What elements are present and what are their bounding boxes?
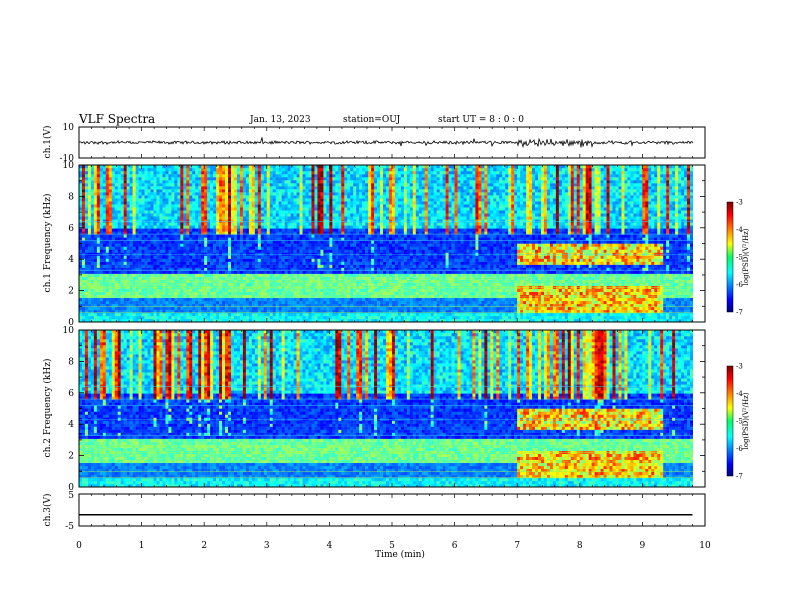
ch1-freq-ylabel-text: ch.1 Frequency (kHz) [42,194,53,293]
ch3-ylabel: ch.3(V) [42,494,53,527]
freq-tick-label: 0 [68,483,74,493]
ch2-frequency-ticks: 0 2 4 6 8 10 [63,326,705,493]
time-tick-label: 4 [327,541,333,551]
time-tick-label: 7 [514,541,520,551]
freq-tick-label: 2 [68,287,74,297]
ch3-ytick-bottom: -5 [65,522,74,532]
freq-tick-label: 6 [68,389,74,399]
freq-tick-label: 2 [68,452,74,462]
colorbar-tick-label: -3 [736,363,743,371]
colorbar-tick-label: -5 [736,254,743,262]
colorbar-tick-label: -5 [736,418,743,426]
freq-tick-label: 10 [63,326,75,336]
ch1-ylabel: ch.1(V) [42,126,53,159]
colorbar-tick-label: -7 [736,309,743,317]
ch1-colorbar-label: log(PSD)(V²/Hz) [742,228,750,285]
time-tick-label: 9 [640,541,646,551]
freq-tick-label: 8 [68,192,74,202]
ch2-freq-ylabel: ch.2 Frequency (kHz) [42,359,53,458]
ch2-colorbar-gradient [726,365,734,477]
freq-tick-label: 0 [68,318,74,328]
figure-title: VLF Spectra [78,112,155,126]
time-tick-label: 1 [139,541,145,551]
ch1-freq-ylabel: ch.1 Frequency (kHz) [42,194,53,293]
ch2-colorbar-label: log(PSD)(V²/Hz) [742,392,750,449]
ch1-ytick-bottom: -10 [60,154,75,164]
colorbar-tick-label: -4 [736,226,743,234]
colorbar-tick-label: -7 [736,473,743,481]
ch3-ytick-top: 5 [68,491,74,501]
ch1-colorbar-gradient [726,201,734,313]
ch1-waveform-trace [78,137,694,149]
colorbar-tick-label: -3 [736,199,743,207]
colorbar-tick-label: -6 [736,281,743,289]
date-label: Jan. 13, 2023 [249,115,311,125]
ch1-waveform-line [78,137,694,149]
ch1-frequency-ticks: 0 2 4 6 8 10 [63,161,705,328]
time-axis-ticks [78,127,706,526]
colorbar-tick-label: -4 [736,390,743,398]
ch3-frame [78,493,706,527]
ch2-freq-ylabel-text: ch.2 Frequency (kHz) [42,359,53,458]
time-axis-tick-labels: 0 1 2 3 4 5 6 7 8 9 10 [76,541,711,551]
freq-tick-label: 8 [68,357,74,367]
ch1-spectrogram-panel: 0 2 4 6 8 10 ch.1 Frequency (kHz) -3 -4 -5 -6 -7 … [42,161,750,328]
freq-tick-label: 10 [63,161,75,171]
ch2-spectrogram-image [79,330,705,488]
freq-tick-label: 4 [68,255,74,265]
time-tick-label: 2 [201,541,207,551]
time-tick-label: 3 [264,541,270,551]
ch1-ytick-top: 10 [63,123,75,133]
colorbar-tick-label: -6 [736,445,743,453]
ch1-spectrogram-image [79,165,705,323]
time-tick-label: 5 [389,541,395,551]
time-axis-label: Time (min) [375,549,425,560]
freq-tick-label: 4 [68,420,74,430]
time-tick-label: 8 [577,541,583,551]
ch2-colorbar: -3 -4 -5 -6 -7 log(PSD)(V²/Hz) [726,363,750,481]
ch2-spectrogram-panel: 0 2 4 6 8 10 ch.2 Frequency (kHz) -3 -4 -5 -6 -7 … [42,326,750,493]
time-tick-label: 0 [76,541,82,551]
ch1-colorbar: -3 -4 -5 -6 -7 log(PSD)(V²/Hz) [726,199,750,317]
time-tick-label: 6 [452,541,458,551]
time-tick-label: 10 [699,541,711,551]
ch2-colorbar-ticks: -3 -4 -5 -6 -7 [736,363,743,481]
start-time-label: start UT = 8 : 0 : 0 [438,115,524,125]
freq-tick-label: 6 [68,224,74,234]
station-label: station=OUJ [343,115,401,125]
ch1-colorbar-ticks: -3 -4 -5 -6 -7 [736,199,743,317]
